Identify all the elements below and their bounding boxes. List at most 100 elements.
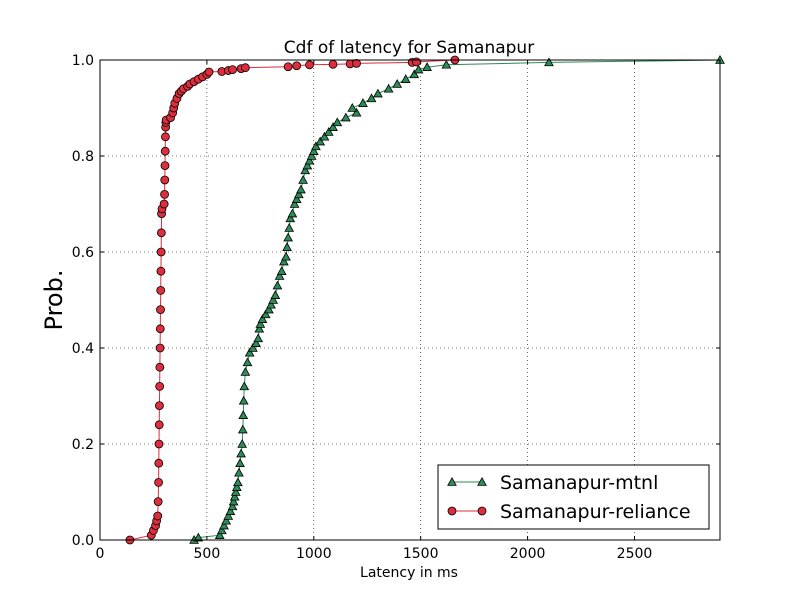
y-tick-label: 0.8 [72, 149, 94, 165]
data-point [413, 64, 424, 74]
y-tick-label: 0.6 [72, 245, 94, 261]
data-point [240, 63, 250, 73]
data-point [221, 515, 232, 525]
data-point [315, 136, 326, 146]
data-point [237, 424, 248, 434]
data-point [156, 305, 165, 315]
data-point [352, 58, 361, 68]
data-point [366, 93, 377, 103]
legend-label: Samanapur-reliance [500, 501, 691, 523]
data-point [292, 61, 302, 71]
data-point [311, 141, 321, 151]
legend-label: Samanapur-mtnl [500, 472, 658, 494]
data-point [544, 57, 554, 67]
data-point [160, 161, 170, 171]
y-tick-label: 0.0 [72, 533, 94, 549]
y-tick-label: 1.0 [72, 53, 94, 69]
data-point [308, 146, 319, 155]
chart-title: Cdf of latency for Samanapur [284, 38, 534, 58]
data-point [156, 266, 166, 276]
legend: Samanapur-mtnl Samanapur-reliance [437, 464, 710, 530]
data-point [159, 199, 169, 209]
y-tick-label: 0.4 [72, 341, 94, 357]
data-point [319, 131, 330, 141]
data-point [409, 69, 420, 79]
data-point [154, 439, 164, 449]
data-point [219, 520, 229, 530]
data-point [228, 496, 239, 506]
data-point [154, 477, 163, 487]
data-point [239, 381, 250, 391]
plot-frame [99, 59, 721, 541]
data-point [400, 74, 411, 83]
data-point [328, 122, 338, 131]
data-point [441, 59, 452, 69]
data-point [296, 184, 306, 194]
data-point [276, 266, 287, 275]
x-tick-label: 2500 [617, 546, 653, 562]
data-point [266, 299, 276, 309]
x-tick-label: 500 [194, 546, 221, 562]
series-layer [125, 54, 725, 545]
data-point [283, 62, 293, 72]
series-samanapur-mtnl [189, 54, 725, 544]
data-point [270, 290, 281, 299]
data-point [155, 324, 165, 334]
data-point [155, 362, 165, 372]
data-point [351, 107, 362, 117]
data-point [328, 59, 338, 69]
legend-marker [477, 506, 487, 516]
data-point [155, 343, 165, 353]
data-point [242, 357, 253, 367]
data-point [154, 458, 164, 468]
data-point [240, 366, 251, 376]
data-point [229, 491, 240, 501]
data-point [412, 57, 421, 67]
data-point [373, 88, 383, 98]
data-point [358, 98, 368, 107]
data-point [283, 232, 294, 242]
data-point [155, 401, 164, 411]
data-point [160, 146, 170, 156]
data-point [160, 189, 169, 199]
data-point [255, 318, 266, 328]
data-point [204, 67, 214, 77]
data-point [300, 165, 311, 175]
data-point [278, 256, 289, 266]
legend-box [437, 464, 710, 530]
data-point [281, 251, 291, 261]
y-tick-label: 0.2 [72, 437, 94, 453]
data-point [155, 381, 165, 391]
data-point [214, 530, 225, 539]
data-point [268, 294, 279, 304]
data-point [392, 78, 403, 88]
data-point [193, 532, 204, 542]
data-point [161, 132, 170, 142]
x-axis-label: Latency in ms [360, 565, 458, 581]
data-point [422, 62, 432, 71]
data-point [274, 270, 285, 280]
data-point [251, 338, 261, 347]
legend-marker [477, 476, 487, 486]
data-point [238, 395, 249, 405]
x-tick-label: 2000 [510, 546, 546, 562]
y-axis-label: Prob. [40, 270, 68, 331]
data-point [285, 213, 296, 223]
data-point [289, 198, 300, 208]
data-point [260, 309, 271, 319]
data-point [230, 486, 241, 496]
data-point [247, 342, 258, 352]
data-point [264, 304, 274, 314]
data-point [233, 477, 243, 487]
x-tick-label: 1500 [403, 546, 439, 562]
legend-marker [447, 476, 457, 486]
data-point [302, 160, 313, 170]
data-point [284, 222, 295, 232]
data-point [254, 323, 265, 333]
data-point [347, 102, 358, 112]
data-point [234, 467, 244, 477]
data-point [216, 525, 227, 535]
data-point [244, 347, 255, 357]
data-point [253, 333, 264, 343]
